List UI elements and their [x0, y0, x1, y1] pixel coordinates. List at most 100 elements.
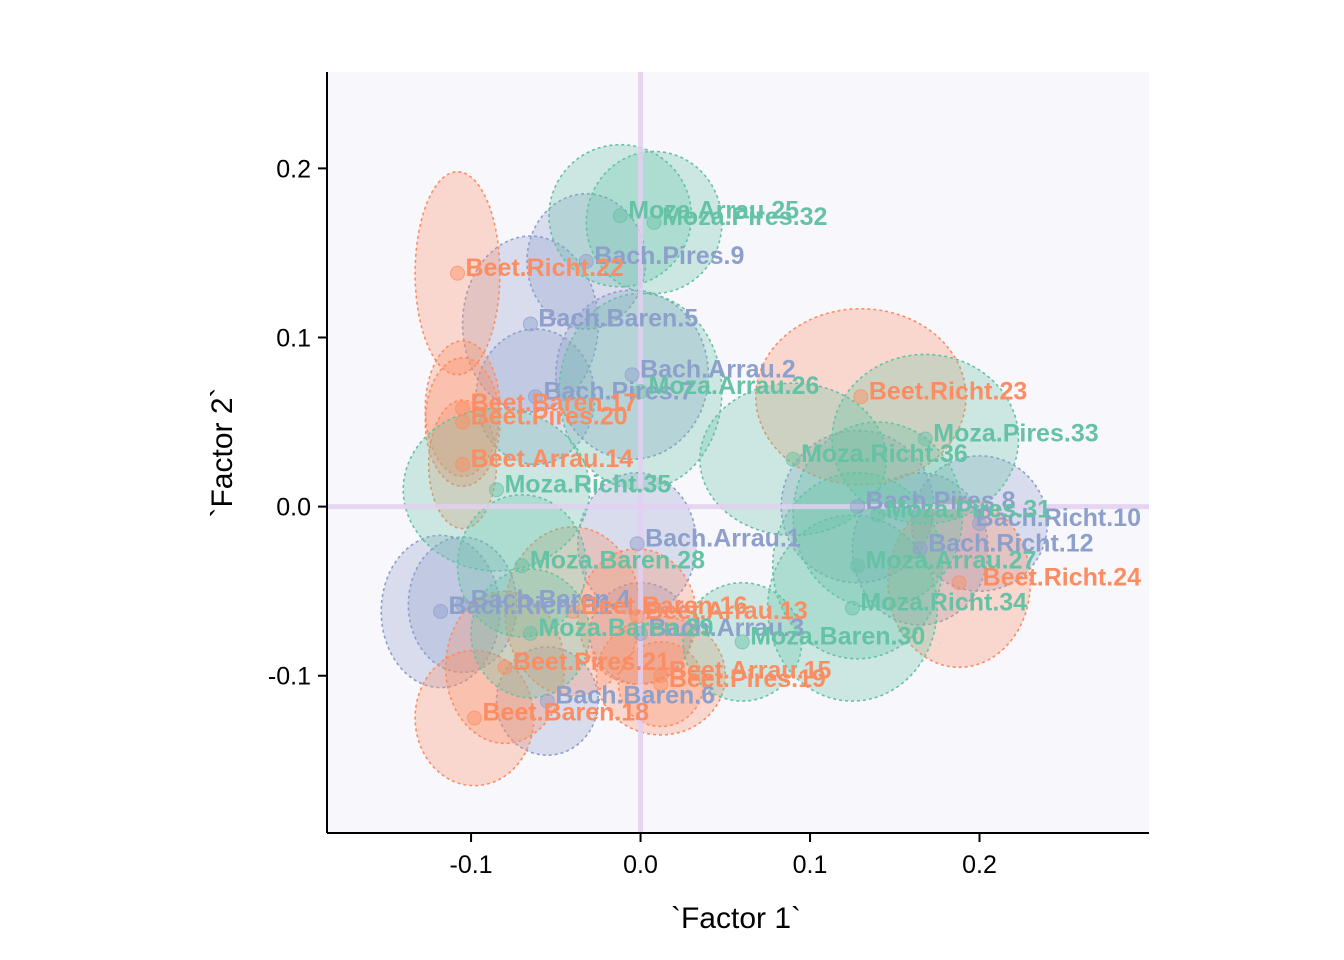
data-point [633, 384, 649, 400]
point-label: Bach.Pires.7 [543, 377, 693, 405]
point-label: Beet.Baren.18 [482, 699, 649, 727]
confidence-ellipse [699, 382, 888, 537]
data-point [646, 215, 662, 231]
data-point [466, 710, 482, 726]
data-point [497, 659, 513, 675]
confidence-ellipse [555, 289, 710, 461]
point-label: Moza.Arrau.26 [649, 372, 820, 400]
point-label: Moza.Richt.34 [860, 589, 1027, 617]
point-label: Beet.Baren.16 [581, 592, 748, 620]
confidence-ellipse [792, 421, 964, 609]
data-point [624, 367, 640, 383]
confidence-ellipse [495, 646, 599, 757]
data-point [522, 316, 538, 332]
data-point [844, 600, 860, 616]
point-label: Moza.Arrau.27 [865, 546, 1036, 574]
point-label: Moza.Pires.33 [933, 420, 1098, 448]
point-label: Bach.Pires.9 [594, 242, 744, 270]
data-point [653, 668, 669, 684]
data-point [912, 541, 928, 557]
x-tick-label: 0.0 [623, 851, 658, 879]
point-label: Bach.Richt.11 [449, 592, 613, 620]
data-point [785, 451, 801, 467]
data-point [455, 597, 471, 613]
plot-panel [327, 72, 1149, 833]
data-points [433, 208, 988, 726]
confidence-ellipse [526, 192, 647, 330]
point-label: Bach.Richt.12 [928, 530, 1093, 558]
confidence-ellipse [682, 581, 803, 702]
confidence-ellipse [456, 493, 588, 638]
confidence-ellipse [424, 356, 501, 488]
reference-lines [327, 72, 1149, 833]
point-label: Bach.Baren.4 [471, 585, 631, 613]
data-point [917, 431, 933, 447]
y-tick-label: 0.2 [276, 155, 311, 183]
data-point [633, 625, 649, 641]
point-label: Moza.Richt.35 [504, 470, 671, 498]
point-label: Bach.Arrau.2 [640, 355, 796, 383]
data-point [565, 603, 581, 619]
y-axis-title: `Factor 2` [206, 387, 239, 517]
confidence-ellipse [754, 307, 967, 486]
data-point [578, 253, 594, 269]
data-point [629, 609, 645, 625]
point-label: Beet.Arrau.13 [645, 597, 808, 625]
data-point [433, 603, 449, 619]
data-point [450, 265, 466, 281]
point-label: Beet.Arrau.14 [471, 445, 634, 473]
point-label: Moza.Baren.28 [530, 546, 705, 574]
data-point [455, 401, 471, 417]
data-point [853, 389, 869, 405]
point-label: Moza.Richt.36 [801, 440, 968, 468]
confidence-ellipse [831, 353, 1020, 525]
point-label: Beet.Richt.22 [466, 254, 624, 282]
confidence-ellipse [427, 399, 498, 530]
confidence-ellipse [380, 534, 501, 689]
point-label: Bach.Arrau.3 [649, 614, 805, 642]
point-label: Bach.Pires.8 [865, 487, 1015, 515]
x-tick-label: 0.2 [962, 851, 997, 879]
confidence-ellipse [414, 649, 535, 787]
x-tick-label: 0.1 [793, 851, 828, 879]
confidence-ellipse [461, 235, 599, 413]
confidence-ellipse [766, 514, 938, 702]
point-label: Beet.Arrau.15 [669, 656, 832, 684]
point-label: Moza.Pires.32 [662, 203, 827, 231]
data-point [488, 482, 504, 498]
point-label: Beet.Baren.17 [471, 389, 638, 417]
axes: -0.1 0.0 0.1 0.2 -0.1 0.0 0.1 0.2 [268, 72, 1149, 879]
data-point [870, 507, 886, 523]
confidence-ellipse [470, 568, 591, 699]
x-axis-title: `Factor 1` [671, 902, 801, 935]
point-label: Beet.Pires.19 [669, 665, 826, 693]
point-label: Bach.Richt.10 [976, 504, 1141, 532]
confidence-ellipse [444, 590, 566, 745]
point-label: Beet.Richt.23 [869, 377, 1027, 405]
confidence-ellipse [414, 170, 501, 376]
data-point [629, 536, 645, 552]
confidence-ellipse [548, 143, 693, 288]
point-label: Beet.Pires.20 [471, 403, 628, 431]
point-labels: Bach.Arrau.1 Bach.Arrau.2 Bach.Arrau.3 Bach… [449, 196, 1142, 726]
y-tick-label: 0.1 [276, 325, 311, 353]
data-point [522, 625, 538, 641]
point-label: Moza.Arrau.25 [628, 196, 799, 224]
data-point [849, 558, 865, 574]
confidence-ellipse [407, 536, 518, 674]
data-point [455, 414, 471, 430]
point-label: Beet.Richt.24 [983, 563, 1141, 591]
confidence-ellipse [595, 615, 727, 736]
confidence-ellipse [771, 471, 944, 660]
point-label: Beet.Pires.21 [513, 648, 670, 676]
data-point [514, 558, 530, 574]
data-point [527, 389, 543, 405]
x-tick-label: -0.1 [450, 851, 493, 879]
point-label: Bach.Arrau.1 [645, 524, 801, 552]
point-label: Moza.Baren.30 [750, 623, 925, 651]
data-point [951, 575, 967, 591]
point-label: Moza.Pires.31 [886, 496, 1051, 524]
confidence-ellipse [910, 455, 1049, 592]
y-tick-label: -0.1 [268, 663, 311, 691]
